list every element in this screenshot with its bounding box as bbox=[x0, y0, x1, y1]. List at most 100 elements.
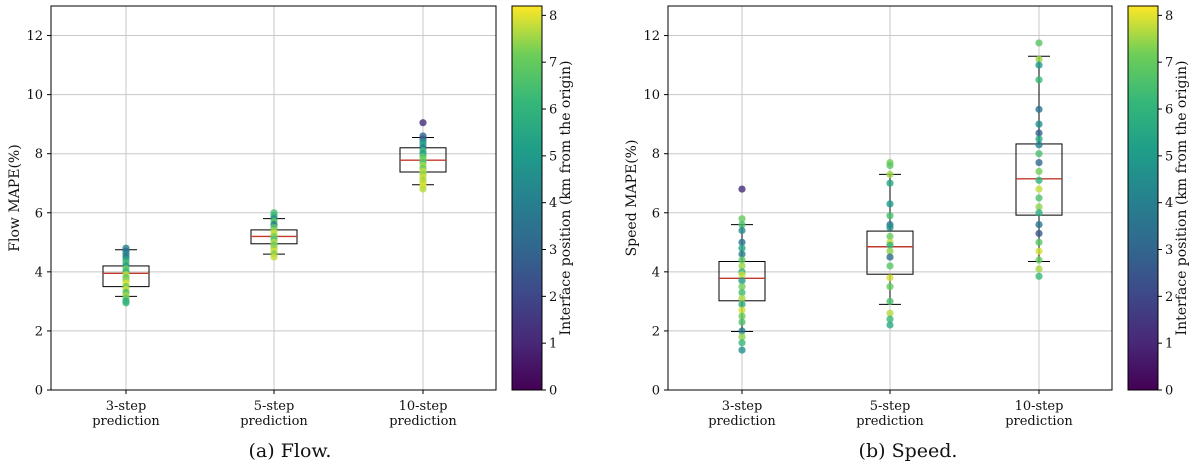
data-point bbox=[738, 333, 746, 341]
data-point bbox=[886, 241, 894, 249]
data-point bbox=[1035, 61, 1043, 69]
data-point bbox=[1035, 55, 1043, 63]
data-point bbox=[1035, 203, 1043, 211]
colorbar-label: Interface position (km from the origin) bbox=[1174, 61, 1190, 336]
data-point bbox=[1035, 141, 1043, 149]
data-point bbox=[738, 318, 746, 326]
data-point bbox=[1035, 185, 1043, 193]
x-tick-label: 5-step prediction bbox=[856, 399, 924, 429]
data-point bbox=[270, 253, 278, 261]
data-point bbox=[886, 247, 894, 255]
data-point bbox=[1035, 105, 1043, 113]
data-point bbox=[738, 220, 746, 229]
data-point bbox=[738, 226, 746, 235]
y-tick-label: 6 bbox=[652, 206, 660, 221]
colorbar-tick-label: 5 bbox=[549, 149, 557, 164]
data-point bbox=[738, 312, 746, 320]
data-point bbox=[738, 262, 746, 270]
y-tick-label: 4 bbox=[35, 265, 43, 280]
data-point bbox=[886, 262, 894, 270]
colorbar-tick-label: 0 bbox=[1165, 384, 1173, 399]
data-point bbox=[1035, 167, 1043, 176]
data-point bbox=[886, 223, 894, 232]
data-point bbox=[738, 300, 746, 308]
data-point bbox=[738, 185, 746, 193]
data-point bbox=[886, 315, 894, 323]
x-tick-label: 5-step prediction bbox=[240, 399, 308, 429]
data-point bbox=[1035, 229, 1043, 238]
data-point bbox=[122, 299, 130, 307]
data-point bbox=[1035, 120, 1043, 128]
y-tick-label: 2 bbox=[35, 324, 43, 339]
y-tick-label: 10 bbox=[26, 88, 43, 103]
data-point bbox=[1035, 272, 1043, 280]
panel-caption: (b) Speed. bbox=[859, 440, 958, 462]
y-tick-label: 0 bbox=[652, 384, 660, 399]
panel-caption: (a) Flow. bbox=[249, 440, 332, 462]
x-tick-label: 10-step prediction bbox=[389, 399, 457, 429]
y-tick-label: 4 bbox=[652, 265, 660, 280]
data-point bbox=[419, 119, 427, 127]
y-axis-label: Flow MAPE(%) bbox=[7, 144, 23, 251]
data-point bbox=[738, 327, 746, 335]
colorbar-tick-label: 3 bbox=[1165, 243, 1173, 258]
data-point bbox=[738, 250, 746, 258]
colorbar-label: Interface position (km from the origin) bbox=[558, 61, 574, 336]
data-point bbox=[738, 283, 746, 291]
y-tick-label: 12 bbox=[26, 29, 43, 44]
x-tick-label: 10-step prediction bbox=[1005, 399, 1073, 429]
data-point bbox=[1035, 194, 1043, 202]
data-point bbox=[1035, 265, 1043, 273]
data-point bbox=[1035, 76, 1043, 84]
data-point bbox=[886, 170, 894, 178]
data-point bbox=[886, 179, 894, 187]
data-point bbox=[1035, 238, 1043, 246]
y-tick-label: 0 bbox=[35, 384, 43, 399]
data-point bbox=[738, 215, 746, 223]
data-point bbox=[738, 294, 746, 303]
data-point bbox=[886, 321, 894, 329]
data-point bbox=[886, 297, 894, 305]
colorbar-tick-label: 2 bbox=[1165, 290, 1173, 305]
data-point bbox=[738, 238, 746, 246]
data-point bbox=[738, 339, 746, 347]
data-point bbox=[886, 161, 894, 170]
y-axis-label: Speed MAPE(%) bbox=[624, 140, 640, 257]
data-point bbox=[1035, 220, 1043, 229]
data-point bbox=[886, 309, 894, 317]
y-tick-label: 10 bbox=[643, 88, 660, 103]
data-point bbox=[886, 212, 894, 220]
colorbar-tick-label: 7 bbox=[549, 56, 557, 71]
data-point bbox=[1035, 150, 1043, 158]
data-point bbox=[886, 232, 894, 240]
colorbar-tick-label: 6 bbox=[549, 103, 557, 118]
data-point bbox=[738, 271, 746, 279]
colorbar-tick-label: 4 bbox=[1165, 196, 1173, 211]
data-point bbox=[738, 277, 746, 285]
y-tick-label: 8 bbox=[35, 147, 43, 162]
data-point bbox=[1035, 129, 1043, 137]
data-point bbox=[738, 346, 746, 354]
data-point bbox=[886, 200, 894, 208]
colorbar-tick-label: 2 bbox=[549, 290, 557, 305]
colorbar-tick-label: 5 bbox=[1165, 149, 1173, 164]
data-point bbox=[886, 283, 894, 291]
data-point bbox=[738, 256, 746, 264]
colorbar-tick-label: 8 bbox=[1165, 9, 1173, 24]
y-tick-label: 8 bbox=[652, 147, 660, 162]
y-tick-label: 2 bbox=[652, 324, 660, 339]
data-point bbox=[738, 288, 746, 297]
y-tick-label: 12 bbox=[643, 29, 660, 44]
data-point bbox=[1035, 256, 1043, 264]
x-tick-label: 3-step prediction bbox=[92, 399, 160, 429]
data-point bbox=[738, 306, 746, 314]
colorbar-tick-label: 4 bbox=[549, 196, 557, 211]
data-point bbox=[886, 274, 894, 282]
data-point bbox=[1035, 135, 1043, 143]
colorbar-tick-label: 1 bbox=[1165, 337, 1173, 352]
data-point bbox=[1035, 176, 1043, 184]
data-point bbox=[738, 244, 746, 252]
colorbar-tick-label: 8 bbox=[549, 9, 557, 24]
colorbar-tick-label: 7 bbox=[1165, 56, 1173, 71]
